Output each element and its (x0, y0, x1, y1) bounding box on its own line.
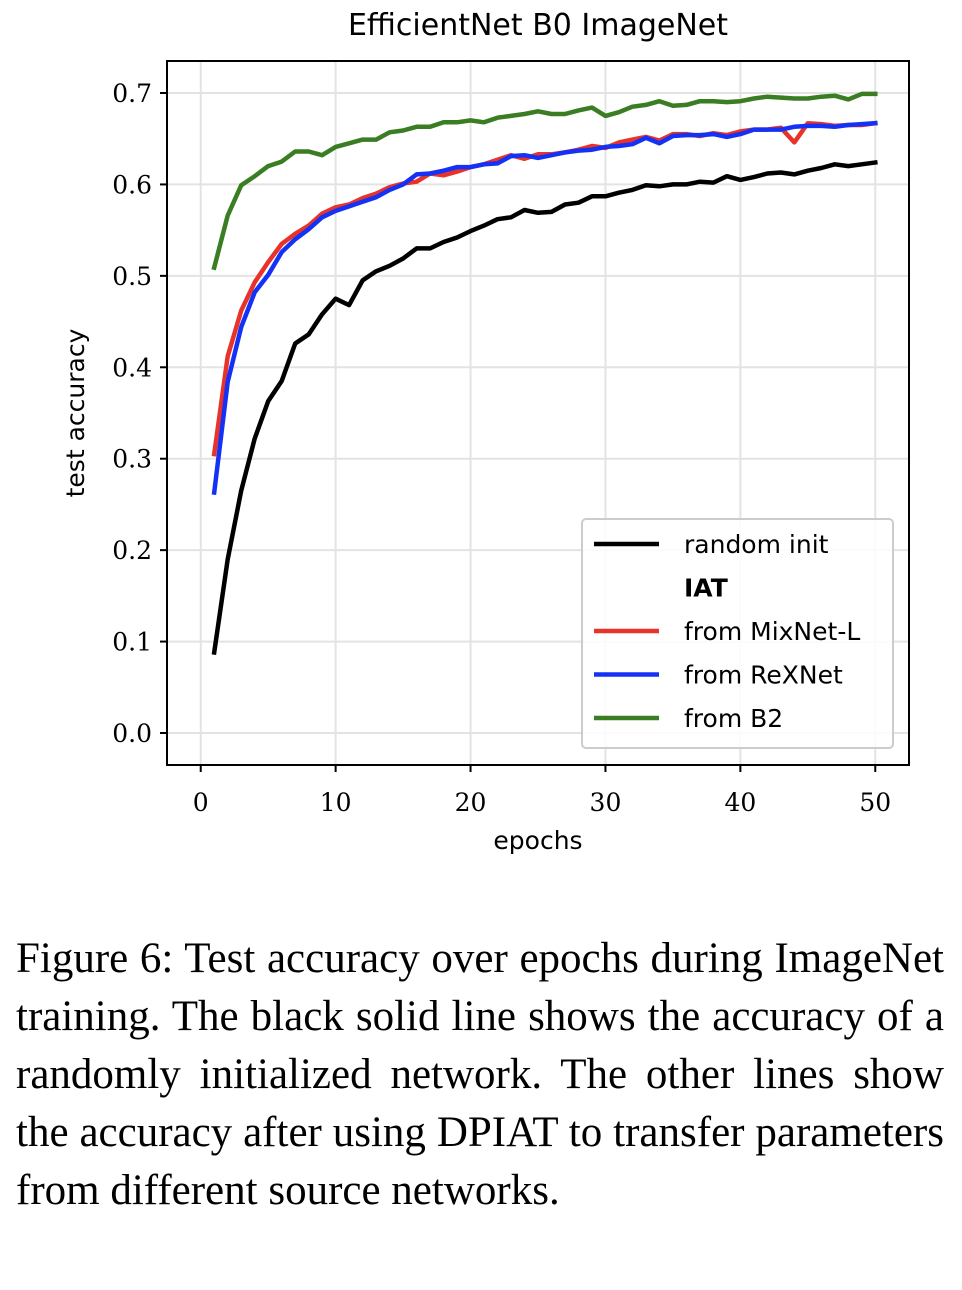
legend: random init IAT from MixNet-L from ReXNet fr… (581, 518, 894, 749)
x-tick-label: 10 (320, 788, 352, 817)
y-axis-label: test accuracy (61, 328, 90, 497)
figure-caption: Figure 6: Test accuracy over epochs dur­… (16, 935, 944, 1214)
grid (167, 61, 909, 765)
y-tick-label: 0.2 (112, 536, 152, 565)
plot-frame (166, 60, 910, 766)
y-tick-label: 0.4 (112, 353, 152, 382)
series-line-random-init (211, 159, 878, 656)
y-tick-label: 0.7 (112, 79, 152, 108)
axis-ticks: 0 10 20 30 40 50 0.0 0.1 0.2 0.3 0.4 0.5 0.6 0.7 (112, 79, 891, 817)
x-tick-label: 20 (455, 788, 487, 817)
series-line-from-b2 (211, 91, 878, 271)
y-tick-label: 0.6 (112, 170, 152, 199)
legend-label-from-mixnet-l: from MixNet-L (684, 617, 860, 646)
y-tick-label: 0.3 (112, 445, 152, 474)
y-tick-label: 0.0 (112, 719, 152, 748)
series-line-from-rexnet (211, 120, 878, 496)
legend-group-header: IAT (684, 574, 728, 603)
series-lines (211, 91, 878, 656)
chart-figure: EfficientNet B0 ImageNet 0 10 20 30 40 50 0.0 0… (61, 8, 910, 855)
x-tick-label: 0 (193, 788, 209, 817)
x-tick-label: 40 (724, 788, 756, 817)
y-tick-label: 0.5 (112, 262, 152, 291)
x-tick-label: 50 (859, 788, 891, 817)
y-tick-label: 0.1 (112, 628, 152, 657)
legend-label-from-rexnet: from ReXNet (684, 661, 843, 690)
legend-label-from-b2: from B2 (684, 704, 783, 733)
x-tick-label: 30 (590, 788, 622, 817)
chart-title: EfficientNet B0 ImageNet (348, 8, 728, 43)
x-axis-label: epochs (493, 826, 582, 855)
legend-label-random-init: random init (684, 530, 829, 559)
line-chart: EfficientNet B0 ImageNet 0 10 20 30 40 500.00… (61, 8, 910, 855)
legend-box (581, 518, 894, 749)
